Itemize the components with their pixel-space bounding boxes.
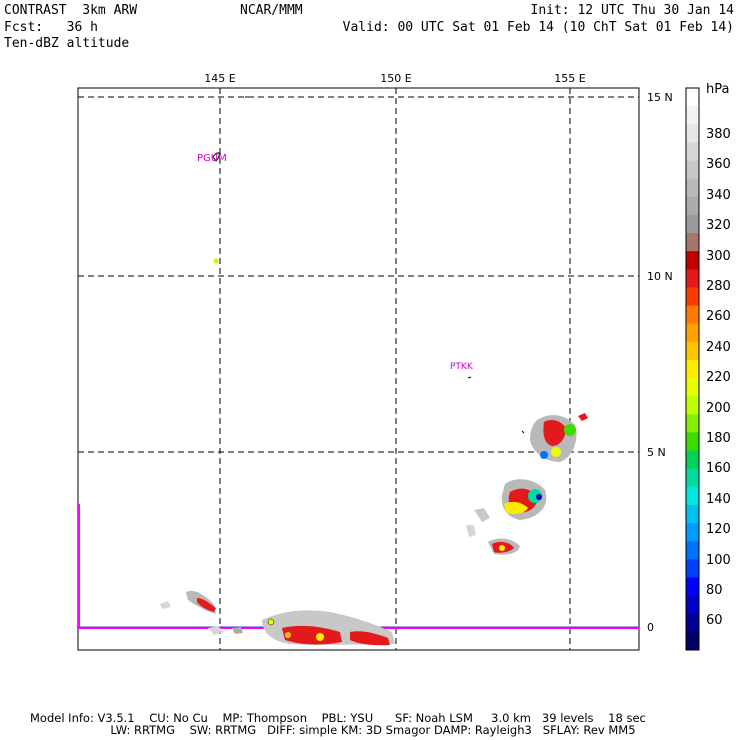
pohnpei-outline (521, 430, 525, 434)
island-cell (267, 618, 275, 626)
colorbar-tick-label: 140 (706, 491, 731, 507)
colorbar-swatch (686, 541, 699, 560)
cloud-patch-2 (208, 626, 224, 635)
header-center: NCAR/MMM (240, 3, 303, 18)
colorbar-swatch (686, 468, 699, 488)
colorbar-swatch (686, 432, 699, 452)
colorbar-tick-label: 260 (706, 309, 731, 325)
domain-boundary (78, 504, 639, 629)
cloud-band-red (282, 625, 342, 645)
graticule (78, 88, 639, 650)
colorbar-swatch (686, 323, 699, 343)
cloud-band-red-2 (350, 631, 390, 646)
colorbar-tick-label: 100 (706, 552, 731, 568)
cloud-patch-1 (160, 601, 171, 609)
cluster-a-yellow (551, 447, 561, 457)
colorbar-swatch (686, 196, 699, 216)
map-frame (77, 87, 640, 651)
colorbar-swatch (686, 269, 699, 288)
colorbar-swatch (686, 341, 699, 361)
lon-label-145: 145 E (204, 72, 236, 85)
colorbar-swatch (686, 88, 699, 107)
footer-line-2: LW: RRTMG SW: RRTMG DIFF: simple KM: 3D … (30, 723, 636, 737)
colorbar-swatch (686, 504, 699, 524)
colorbar-swatch (686, 486, 699, 506)
lat-label-0: 0 (647, 621, 654, 634)
cluster-b-yellow (504, 501, 528, 515)
colorbar-tick-label: 280 (706, 279, 731, 294)
cluster-a-small (578, 413, 588, 421)
colorbar (685, 87, 700, 651)
header-line-1: CONTRAST 3km ARW (4, 3, 138, 18)
island-cell-north (213, 258, 219, 264)
island-outlines (212, 96, 525, 434)
colorbar-tick-label: 340 (706, 187, 731, 203)
colorbar-swatch (686, 359, 699, 379)
colorbar-tick-label: 320 (706, 218, 731, 234)
lat-label-5n: 5 N (647, 446, 666, 459)
cluster-c-yellow (499, 545, 505, 551)
colorbar-tick-label: 80 (706, 583, 723, 598)
colorbar-tick-label: 240 (706, 339, 731, 355)
colorbar-swatch (686, 214, 699, 234)
colorbar-swatch (686, 414, 699, 433)
colorbar-tick-label: 300 (706, 248, 731, 264)
cluster-b-blue (536, 494, 542, 500)
colorbar-swatch (686, 450, 699, 470)
colorbar-swatch (686, 160, 699, 180)
cloud-band-left-red (197, 598, 216, 612)
colorbar-swatch (686, 378, 699, 397)
cloud-cell-yellow (316, 633, 324, 641)
colorbar-swatch (686, 124, 699, 143)
lat-label-15n: 15 N (647, 91, 673, 104)
colorbar-swatch (686, 305, 699, 325)
station-label-pgum: PGUM (197, 153, 227, 164)
colorbar-swatch (686, 595, 699, 615)
colorbar-swatch (686, 287, 699, 307)
lon-label-155: 155 E (554, 72, 586, 85)
colorbar-tick-label: 380 (706, 127, 731, 142)
station-label-ptkk: PTKK (450, 362, 473, 372)
header-line-2: Fcst: 36 h (4, 20, 98, 35)
colorbar-tick-label: 200 (706, 400, 731, 416)
colorbar-swatch (686, 233, 699, 252)
colorbar-tick-label: 360 (706, 157, 731, 173)
colorbar-tick-label: 60 (706, 613, 723, 629)
colorbar-swatch (686, 559, 699, 578)
colorbar-unit: hPa (706, 82, 730, 97)
chuuk-outline (467, 376, 472, 379)
footer-line-1: Model Info: V3.5.1 CU: No Cu MP: Thompso… (30, 711, 646, 725)
cloud-patch-3 (232, 627, 243, 634)
colorbar-swatch (686, 251, 699, 270)
cluster-a-blue (540, 451, 548, 459)
guam-outline (212, 152, 220, 162)
colorbar-swatch (686, 523, 699, 542)
colorbar-swatch (686, 106, 699, 125)
colorbar-frame (685, 87, 700, 651)
header-init: Init: 12 UTC Thu 30 Jan 14 (530, 3, 735, 18)
colorbar-swatch (686, 631, 699, 651)
colorbar-swatch (686, 613, 699, 633)
header-line-3: Ten-dBZ altitude (4, 36, 130, 51)
cloud-cell-yellow-2 (285, 632, 291, 638)
lat-label-10n: 10 N (647, 270, 673, 283)
colorbar-tick-label: 220 (706, 370, 731, 386)
colorbar-swatch (686, 396, 699, 415)
lon-label-150: 150 E (380, 72, 412, 85)
colorbar-swatch (686, 142, 699, 162)
colorbar-swatch (686, 178, 699, 198)
colorbar-swatch (686, 577, 699, 597)
reflectivity-shading (160, 258, 588, 646)
cluster-e-grey (466, 525, 476, 537)
cluster-d-grey (474, 508, 490, 522)
cluster-a-red (543, 420, 566, 446)
colorbar-tick-label: 120 (706, 522, 731, 538)
colorbar-tick-label: 180 (706, 431, 731, 446)
cluster-a-green (564, 424, 576, 436)
header-valid: Valid: 00 UTC Sat 01 Feb 14 (10 ChT Sat … (342, 20, 734, 35)
colorbar-tick-label: 160 (706, 461, 731, 477)
